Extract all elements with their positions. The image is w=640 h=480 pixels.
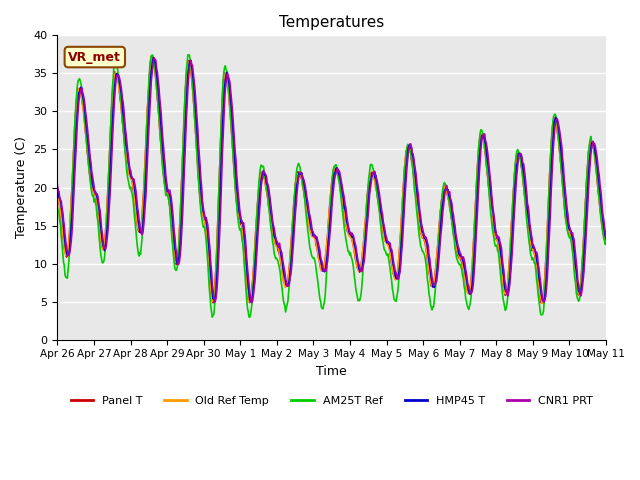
- Panel T: [415, 218, 423, 224]
- HMP45 T: [177, 242, 184, 248]
- Line: HMP45 T: HMP45 T: [58, 58, 606, 302]
- AM25T Ref: [185, 52, 193, 58]
- CNR1 PRT: [400, 216, 408, 221]
- Old Ref Temp: [205, 270, 213, 276]
- Old Ref Temp: [177, 213, 184, 218]
- Panel T: [63, 250, 71, 256]
- X-axis label: Time: Time: [316, 365, 347, 378]
- AM25T Ref: [63, 276, 71, 281]
- HMP45 T: [54, 188, 61, 193]
- AM25T Ref: [120, 133, 127, 139]
- CNR1 PRT: [416, 209, 424, 215]
- Line: AM25T Ref: AM25T Ref: [58, 55, 606, 317]
- Panel T: [120, 131, 127, 137]
- CNR1 PRT: [177, 252, 184, 258]
- CNR1 PRT: [602, 234, 610, 240]
- Panel T: [399, 188, 407, 193]
- AM25T Ref: [246, 314, 253, 320]
- CNR1 PRT: [63, 249, 71, 254]
- Panel T: [205, 271, 213, 277]
- Old Ref Temp: [54, 192, 61, 198]
- HMP45 T: [399, 216, 407, 222]
- CNR1 PRT: [248, 300, 256, 305]
- HMP45 T: [205, 248, 213, 254]
- HMP45 T: [63, 252, 71, 258]
- HMP45 T: [120, 115, 127, 120]
- AM25T Ref: [175, 233, 183, 239]
- Panel T: [538, 300, 545, 306]
- Old Ref Temp: [602, 229, 610, 235]
- Old Ref Temp: [415, 220, 423, 226]
- Old Ref Temp: [147, 54, 155, 60]
- CNR1 PRT: [54, 182, 61, 188]
- Line: CNR1 PRT: CNR1 PRT: [58, 58, 606, 302]
- HMP45 T: [602, 235, 610, 241]
- Panel T: [602, 230, 610, 236]
- Old Ref Temp: [120, 131, 127, 136]
- Legend: Panel T, Old Ref Temp, AM25T Ref, HMP45 T, CNR1 PRT: Panel T, Old Ref Temp, AM25T Ref, HMP45 …: [66, 391, 597, 410]
- Line: Old Ref Temp: Old Ref Temp: [58, 57, 606, 303]
- Panel T: [147, 54, 155, 60]
- AM25T Ref: [602, 231, 610, 237]
- AM25T Ref: [416, 237, 424, 243]
- Panel T: [54, 193, 61, 199]
- Line: Panel T: Panel T: [58, 57, 606, 303]
- Title: Temperatures: Temperatures: [279, 15, 385, 30]
- CNR1 PRT: [205, 239, 213, 245]
- AM25T Ref: [205, 285, 213, 291]
- HMP45 T: [150, 55, 157, 60]
- Old Ref Temp: [399, 188, 407, 193]
- Y-axis label: Temperature (C): Temperature (C): [15, 137, 28, 239]
- CNR1 PRT: [120, 106, 127, 112]
- HMP45 T: [415, 206, 423, 212]
- CNR1 PRT: [150, 55, 158, 61]
- HMP45 T: [540, 299, 548, 305]
- AM25T Ref: [400, 184, 408, 190]
- Old Ref Temp: [63, 251, 71, 257]
- Old Ref Temp: [538, 300, 546, 306]
- AM25T Ref: [54, 205, 61, 211]
- Panel T: [177, 212, 184, 218]
- Text: VR_met: VR_met: [68, 50, 121, 63]
